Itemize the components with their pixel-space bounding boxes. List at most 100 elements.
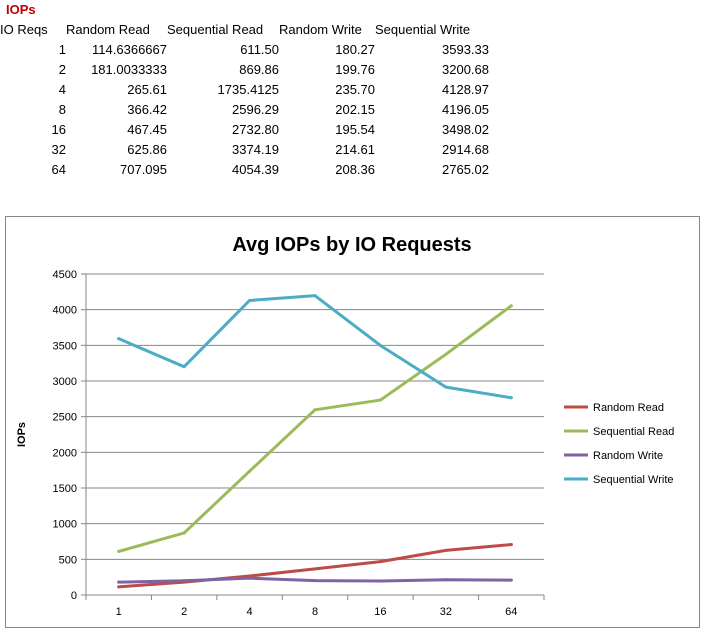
x-tick-label: 4 <box>247 606 253 618</box>
x-tick-label: 16 <box>374 606 386 618</box>
cell-sequential-write[interactable]: 4196.05 <box>442 101 489 117</box>
data-point <box>182 531 186 535</box>
data-point <box>117 549 121 553</box>
data-point <box>313 579 317 583</box>
y-axis: 0 500 1000 1500 2000 2500 3000 3500 4000 4500 <box>53 269 87 602</box>
chart-title: Avg IOPs by IO Requests <box>232 234 471 256</box>
table-header-row: IO Reqs Random Read Sequential Read Rand… <box>0 19 489 39</box>
cell-sequential-read[interactable]: 3374.19 <box>232 141 279 157</box>
cell-random-read[interactable]: 467.45 <box>127 121 167 137</box>
cell-sequential-write[interactable]: 2765.02 <box>442 161 489 177</box>
cell-random-read[interactable]: 114.6366667 <box>92 41 167 57</box>
data-point <box>444 385 448 389</box>
data-point <box>117 337 121 341</box>
data-table: IO Reqs Random Read Sequential Read Rand… <box>0 19 489 179</box>
y-tick-label: 2500 <box>53 412 77 424</box>
data-point <box>509 396 513 400</box>
table-row: 2 181.0033333 869.86 199.76 3200.68 <box>0 59 489 79</box>
series-lines <box>117 294 513 589</box>
data-point <box>117 585 121 589</box>
y-axis-label: IOPs <box>16 422 28 447</box>
table-row: 8 366.42 2596.29 202.15 4196.05 <box>0 99 489 119</box>
cell-random-write[interactable]: 235.70 <box>335 81 375 97</box>
table-row: 16 467.45 2732.80 195.54 3498.02 <box>0 119 489 139</box>
series-line-sequential-read[interactable] <box>117 304 513 553</box>
cell-random-write[interactable]: 214.61 <box>335 141 375 157</box>
cell-sequential-write[interactable]: 3593.33 <box>442 41 489 57</box>
cell-sequential-write[interactable]: 3200.68 <box>442 61 489 77</box>
y-tick-label: 4500 <box>53 269 77 281</box>
cell-random-write[interactable]: 180.27 <box>335 41 375 57</box>
data-point <box>182 365 186 369</box>
data-point <box>444 352 448 356</box>
cell-random-read[interactable]: 265.61 <box>127 81 167 97</box>
legend-label[interactable]: Sequential Read <box>593 426 674 438</box>
x-tick-label: 1 <box>116 606 122 618</box>
x-tick-label: 2 <box>181 606 187 618</box>
cell-io-reqs[interactable]: 32 <box>51 141 66 157</box>
gridlines <box>86 273 544 596</box>
line-chart: Avg IOPs by IO Requests IOPs 0 500 1000 150… <box>16 234 674 618</box>
cell-sequential-write[interactable]: 2914.68 <box>442 141 489 157</box>
cell-sequential-read[interactable]: 2732.80 <box>232 121 279 137</box>
cell-sequential-read[interactable]: 4054.39 <box>232 161 279 177</box>
header-sequential-read[interactable]: Sequential Read <box>167 21 264 37</box>
cell-io-reqs[interactable]: 8 <box>58 101 66 117</box>
y-tick-label: 2000 <box>53 447 77 459</box>
data-point <box>378 343 382 347</box>
series-line-sequential-write[interactable] <box>117 294 513 400</box>
x-tick-label: 32 <box>440 606 452 618</box>
cell-io-reqs[interactable]: 4 <box>58 81 66 97</box>
y-tick-label: 1500 <box>53 483 77 495</box>
data-point <box>313 408 317 412</box>
cell-random-read[interactable]: 181.0033333 <box>91 61 167 77</box>
data-point <box>248 298 252 302</box>
legend-label[interactable]: Random Read <box>593 402 664 414</box>
cell-random-write[interactable]: 202.15 <box>335 101 375 117</box>
cell-sequential-read[interactable]: 611.50 <box>240 41 279 57</box>
x-axis: 1 2 4 8 16 32 64 <box>85 595 545 618</box>
data-point <box>509 578 513 582</box>
cell-sequential-read[interactable]: 1735.4125 <box>217 81 279 97</box>
header-random-read[interactable]: Random Read <box>66 21 150 37</box>
data-point <box>378 560 382 564</box>
cell-io-reqs[interactable]: 64 <box>51 161 66 177</box>
cell-random-read[interactable]: 707.095 <box>120 161 167 177</box>
y-tick-label: 0 <box>71 590 77 602</box>
x-tick-label: 8 <box>312 606 318 618</box>
cell-sequential-read[interactable]: 2596.29 <box>232 101 279 117</box>
cell-io-reqs[interactable]: 1 <box>58 41 66 57</box>
header-sequential-write[interactable]: Sequential Write <box>375 21 471 37</box>
header-random-write[interactable]: Random Write <box>279 21 362 37</box>
cell-sequential-write[interactable]: 4128.97 <box>442 81 489 97</box>
data-point <box>117 580 121 584</box>
data-point <box>248 469 252 473</box>
cell-io-reqs[interactable]: 2 <box>58 61 66 77</box>
x-tick-label: 64 <box>505 606 517 618</box>
y-tick-label: 500 <box>59 554 77 566</box>
chart-area[interactable]: Avg IOPs by IO Requests IOPs 0 500 1000 150… <box>5 216 700 628</box>
cell-random-write[interactable]: 195.54 <box>335 121 375 137</box>
data-point <box>378 398 382 402</box>
table-row: 4 265.61 1735.4125 235.70 4128.97 <box>0 79 489 99</box>
y-tick-label: 3000 <box>53 376 77 388</box>
data-point <box>248 576 252 580</box>
data-point <box>378 579 382 583</box>
legend: Random Read Sequential Read Random Write Se… <box>564 402 674 486</box>
cell-io-reqs[interactable]: 16 <box>51 121 66 137</box>
cell-random-write[interactable]: 208.36 <box>335 161 375 177</box>
data-point <box>509 304 513 308</box>
y-tick-label: 1000 <box>53 519 77 531</box>
legend-label[interactable]: Random Write <box>593 450 663 462</box>
data-point <box>444 548 448 552</box>
cell-sequential-read[interactable]: 869.86 <box>239 61 279 77</box>
data-point <box>444 578 448 582</box>
data-point <box>509 543 513 547</box>
legend-label[interactable]: Sequential Write <box>593 474 674 486</box>
cell-random-read[interactable]: 625.86 <box>127 141 167 157</box>
header-io-reqs[interactable]: IO Reqs <box>0 21 48 37</box>
cell-sequential-write[interactable]: 3498.02 <box>442 121 489 137</box>
cell-random-read[interactable]: 366.42 <box>127 101 167 117</box>
y-tick-label: 4000 <box>53 305 77 317</box>
cell-random-write[interactable]: 199.76 <box>335 61 375 77</box>
